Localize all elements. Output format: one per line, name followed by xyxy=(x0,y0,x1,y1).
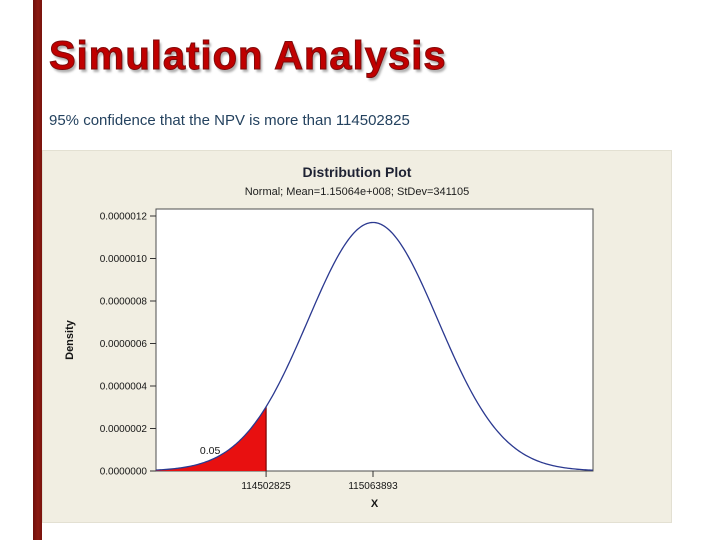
slide-subtitle: 95% confidence that the NPV is more than… xyxy=(49,112,410,129)
distribution-plot-svg: 0.0000012 0.0000010 0.0000008 0.0000006 0.00… xyxy=(64,208,594,510)
y-tick-label: 0.0000008 xyxy=(100,297,148,308)
y-tick-label: 0.0000012 xyxy=(100,212,148,223)
left-accent-bar xyxy=(33,0,42,540)
chart-subtitle: Normal; Mean=1.15064e+008; StDev=341105 xyxy=(244,186,470,198)
x-tick-label: 115063893 xyxy=(348,481,398,492)
y-tick-label: 0.0000002 xyxy=(100,424,148,435)
shaded-tail-region xyxy=(155,406,267,471)
y-tick-label: 0.0000004 xyxy=(100,382,148,393)
slide-title: Simulation Analysis xyxy=(49,34,447,79)
x-axis-title: X xyxy=(371,498,379,510)
y-tick-label: 0.0000006 xyxy=(100,339,148,350)
tail-probability-label: 0.05 xyxy=(200,445,221,457)
y-tick-label: 0.0000000 xyxy=(100,467,148,478)
plot-area xyxy=(155,208,594,472)
distribution-plot: Distribution Plot Normal; Mean=1.15064e+… xyxy=(42,150,672,523)
x-tick-label: 114502825 xyxy=(241,481,291,492)
chart-title: Distribution Plot xyxy=(302,164,412,180)
normal-curve xyxy=(155,221,593,471)
y-axis-title: Density xyxy=(64,319,76,360)
y-tick-label: 0.0000010 xyxy=(100,254,148,265)
